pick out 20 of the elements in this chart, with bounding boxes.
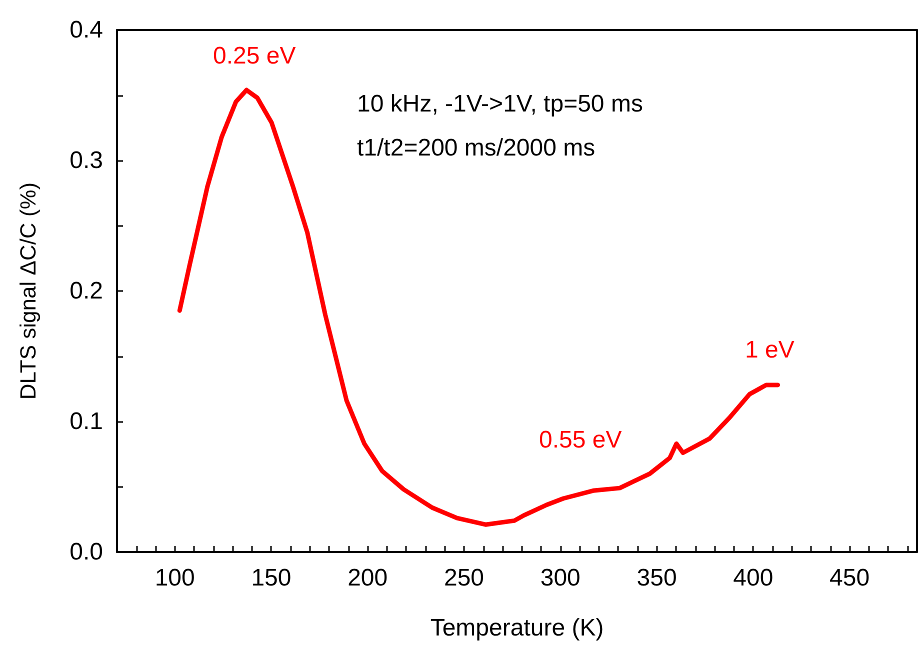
y-tick-label: 0.1 xyxy=(70,408,103,435)
y-tick-label: 0.2 xyxy=(70,278,103,304)
y-tick-label: 0.4 xyxy=(70,16,103,44)
annotation: 1 eV xyxy=(745,336,794,364)
x-tick-label: 200 xyxy=(348,564,388,592)
annotation: 0.55 eV xyxy=(539,426,622,454)
x-tick-label: 150 xyxy=(251,564,292,592)
annotation: 10 kHz, -1V->1V, tp=50 ms xyxy=(357,90,643,118)
annotation: t1/t2=200 ms/2000 ms xyxy=(357,134,596,162)
x-axis-title: Temperature (K) xyxy=(430,614,604,642)
annotation: 0.25 eV xyxy=(213,42,296,70)
x-tick-label: 350 xyxy=(636,564,677,592)
y-axis-title: DLTS signal ΔC/C (%) xyxy=(16,182,40,400)
x-tick-label: 300 xyxy=(540,564,580,592)
x-tick-label: 100 xyxy=(154,564,195,592)
y-tick-label: 0.3 xyxy=(70,147,103,174)
y-tick-label: 0.0 xyxy=(70,538,103,566)
x-tick-label: 400 xyxy=(733,564,774,592)
x-tick-label: 250 xyxy=(444,564,484,592)
x-tick-label: 450 xyxy=(830,564,870,592)
